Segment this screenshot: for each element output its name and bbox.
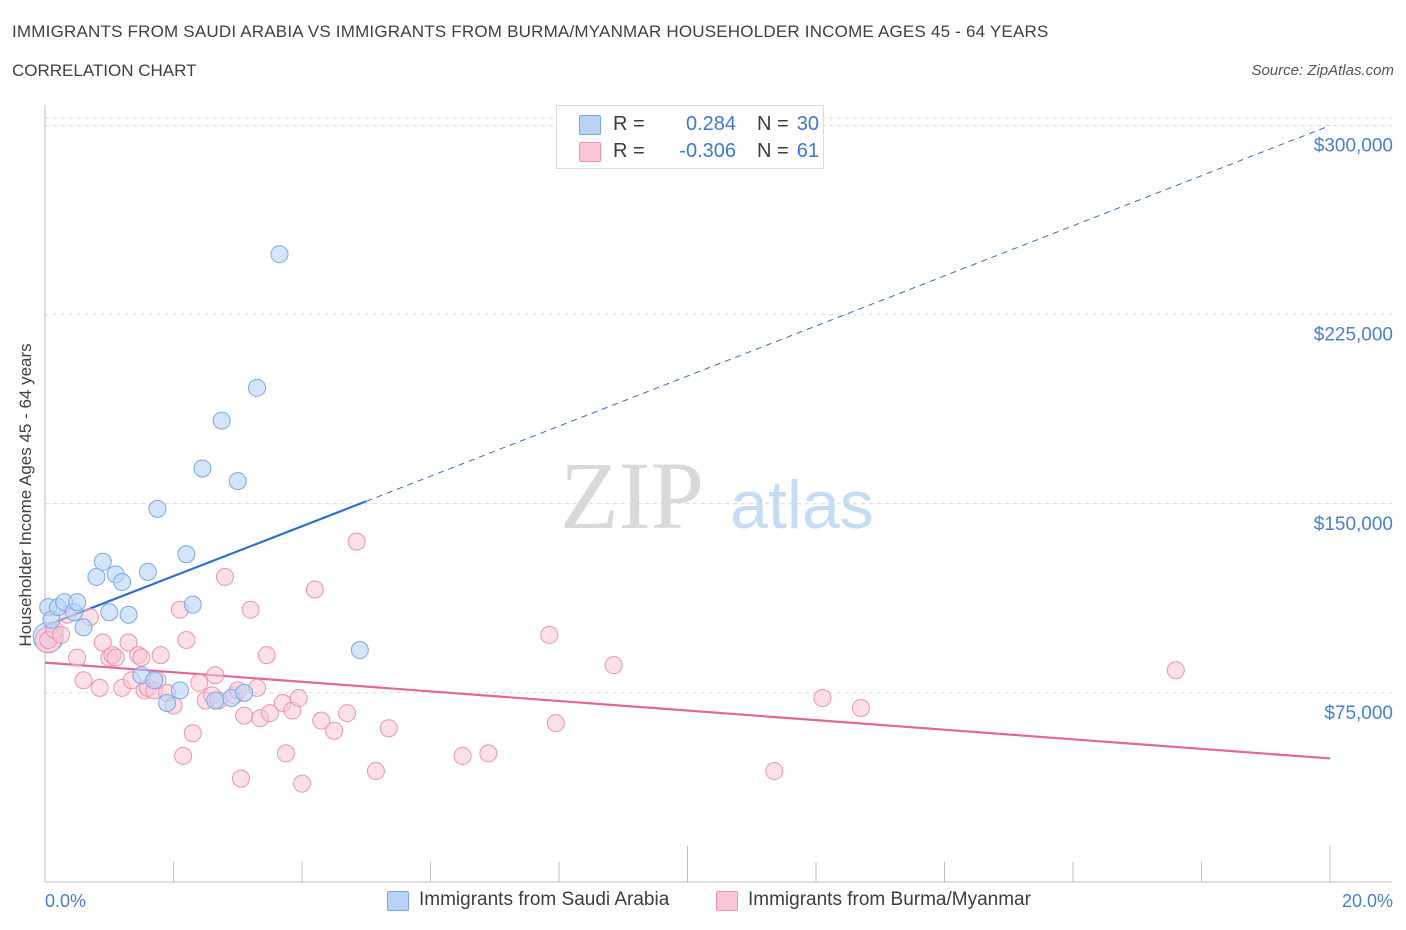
legend-swatch-burma (716, 891, 738, 911)
point-saudi (193, 459, 212, 478)
point-burma (366, 762, 385, 781)
point-saudi (68, 593, 87, 612)
point-burma (206, 666, 225, 685)
point-saudi (183, 595, 202, 614)
point-burma (325, 721, 344, 740)
point-burma (74, 671, 93, 690)
legend-label-burma: Immigrants from Burma/Myanmar (748, 889, 1031, 910)
point-saudi (87, 567, 106, 586)
chart-subtitle: CORRELATION CHART (12, 61, 197, 80)
trend-line-saudi-extension (366, 125, 1331, 502)
x-tick-label-max: 20.0% (1341, 891, 1393, 911)
axes (44, 105, 1392, 883)
point-burma (851, 699, 870, 718)
point-saudi (100, 603, 119, 622)
source-credit: Source: ZipAtlas.com (1251, 62, 1394, 79)
legend-swatch-saudi (387, 891, 409, 911)
point-burma (177, 630, 196, 649)
data-points (32, 245, 1185, 793)
point-burma (347, 532, 366, 551)
point-burma (276, 744, 295, 763)
point-burma (312, 711, 331, 730)
point-burma (183, 724, 202, 743)
point-burma (235, 706, 254, 725)
point-saudi (212, 411, 231, 430)
point-burma (453, 746, 472, 765)
point-burma (151, 646, 170, 665)
point-burma (93, 633, 112, 652)
legend-swatch-burma (579, 142, 601, 162)
series-legend: Immigrants from Saudi Arabia Immigrants … (0, 888, 1406, 916)
legend-n-value: 61 (796, 140, 819, 162)
point-burma (68, 648, 87, 667)
point-saudi (350, 641, 369, 660)
y-tick-label: $300,000 (1314, 136, 1393, 157)
point-saudi (177, 545, 196, 564)
legend-r-value: 0.284 (685, 113, 736, 135)
trend-line-burma (44, 661, 1331, 760)
point-saudi (270, 245, 289, 264)
point-burma (379, 719, 398, 738)
point-burma (813, 688, 832, 707)
point-burma (257, 646, 276, 665)
point-burma (289, 688, 308, 707)
x-tick-label-min: 0.0% (45, 891, 87, 911)
point-saudi (158, 693, 177, 712)
point-saudi (248, 378, 267, 397)
point-saudi (113, 572, 132, 591)
point-burma (546, 714, 565, 733)
point-burma (765, 762, 784, 781)
point-burma (540, 625, 559, 644)
point-burma (215, 567, 234, 586)
y-tick-label: $150,000 (1314, 514, 1393, 535)
point-saudi (170, 681, 189, 700)
y-tick-label: $75,000 (1324, 703, 1393, 724)
watermark-zip: ZIP (560, 442, 704, 549)
point-burma (132, 648, 151, 667)
y-tick-labels: $75,000 $150,000 $225,000 $300,000 (1314, 136, 1393, 724)
point-burma (293, 774, 311, 793)
point-saudi (74, 618, 93, 637)
point-burma (52, 625, 71, 644)
point-burma (479, 744, 498, 763)
point-burma (604, 656, 623, 675)
y-axis-label: Householder Income Ages 45 - 64 years (16, 343, 35, 647)
point-burma (190, 673, 209, 692)
legend-r-value: -0.306 (679, 140, 736, 162)
zipatlas-watermark: ZIP atlas (560, 442, 874, 549)
point-burma (119, 633, 138, 652)
legend-r-label: R = (613, 113, 645, 135)
trend-lines (44, 125, 1331, 760)
point-saudi (119, 605, 138, 624)
point-saudi (93, 552, 112, 571)
legend-label-saudi: Immigrants from Saudi Arabia (419, 889, 670, 910)
legend-n-label: N = (757, 140, 789, 162)
legend-swatch-saudi (579, 115, 601, 135)
point-burma (241, 600, 260, 619)
point-burma (106, 648, 125, 667)
point-burma (174, 746, 193, 765)
correlation-legend: R = 0.284 N = 30 R = -0.306 N = 61 (556, 105, 824, 169)
point-burma (1166, 661, 1185, 680)
point-burma (90, 678, 109, 697)
point-saudi (138, 562, 157, 581)
point-burma (260, 704, 279, 723)
chart-title: IMMIGRANTS FROM SAUDI ARABIA VS IMMIGRAN… (12, 22, 1049, 41)
point-saudi (228, 472, 247, 491)
point-burma (337, 704, 356, 723)
trend-line-saudi (44, 500, 367, 628)
point-burma (231, 769, 250, 788)
point-saudi (148, 499, 167, 518)
legend-n-label: N = (757, 113, 789, 135)
point-saudi (145, 671, 164, 690)
point-saudi (206, 691, 225, 710)
point-saudi (235, 683, 254, 702)
point-burma (305, 580, 324, 599)
legend-n-value: 30 (796, 113, 819, 135)
legend-r-label: R = (613, 140, 645, 162)
watermark-atlas: atlas (730, 467, 874, 543)
y-tick-label: $225,000 (1314, 325, 1393, 346)
